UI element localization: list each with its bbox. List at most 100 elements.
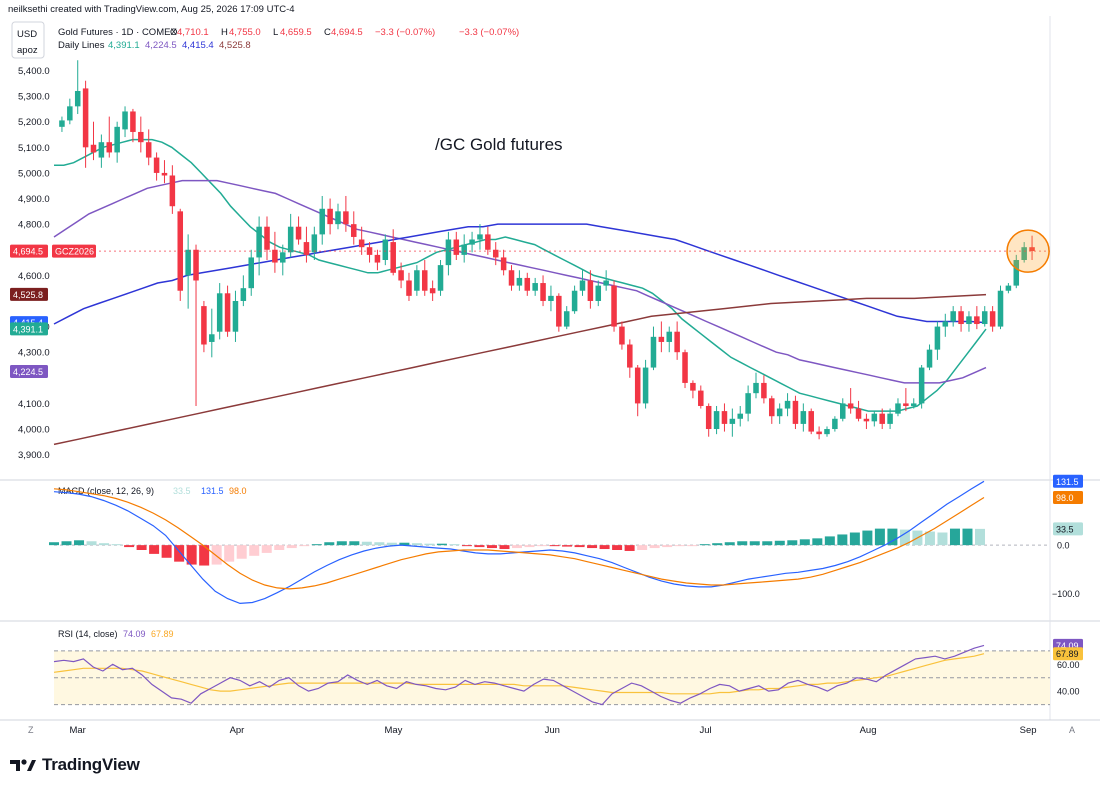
macd-histogram-bar [962, 528, 973, 546]
candle-body [1005, 285, 1012, 291]
candle-body [627, 344, 633, 368]
candle-body [571, 290, 578, 312]
candle-body [942, 321, 949, 327]
candle-body [437, 265, 444, 291]
macd-histogram-bar [812, 538, 823, 546]
x-axis-label: Mar [69, 725, 85, 736]
macd-histogram-bar [862, 530, 873, 546]
candle-body [650, 336, 657, 368]
macd-histogram-bar [724, 542, 735, 546]
legend-l_label: L [273, 27, 278, 38]
macd-histogram-bar [361, 541, 372, 546]
price-tag-last-bg [10, 244, 48, 258]
candle-body [169, 175, 176, 207]
candle-body [216, 293, 223, 332]
candle-body [524, 277, 531, 291]
macd-histogram-bar [749, 541, 760, 546]
candle-body [698, 390, 704, 406]
macd-histogram-bar [762, 541, 773, 546]
candle-body [319, 208, 325, 235]
macd-price-tag-bg [1053, 522, 1083, 536]
candle-body [445, 239, 452, 266]
candle-body [374, 254, 381, 263]
candle-body [847, 403, 854, 409]
candle-body [713, 411, 720, 430]
candle-body [895, 403, 901, 414]
candle-body [832, 418, 838, 430]
rsi-legend-value: 74.09 [123, 629, 146, 639]
timezone-icon: Z [28, 725, 34, 735]
macd-histogram-bar [887, 528, 898, 546]
candle-body [516, 277, 523, 286]
y-tick-label: 5,400.0 [18, 66, 50, 77]
y-tick-label: 5,000.0 [18, 168, 50, 179]
macd-histogram-bar [975, 528, 985, 546]
macd-histogram-bar [161, 545, 172, 558]
candle-body [745, 393, 751, 414]
macd-legend-value: 131.5 [201, 486, 224, 496]
y-tick-label: 4,600.0 [18, 271, 50, 282]
macd-histogram-bar [249, 545, 260, 556]
candle-body [500, 257, 507, 271]
candle-body [90, 144, 97, 153]
candle-body [769, 398, 775, 417]
candle-body [934, 326, 941, 350]
candle-body [390, 242, 396, 273]
candle-body [666, 331, 673, 342]
macd-histogram-bar [236, 545, 247, 559]
legend-line-value: 4,391.1 [108, 40, 140, 51]
macd-histogram-bar [637, 545, 648, 550]
macd-histogram-bar [386, 542, 397, 546]
y-tick-label: 4,300.0 [18, 348, 50, 359]
candle-body [1029, 247, 1035, 252]
candle-body [185, 249, 191, 276]
legend-h: 4,755.0 [229, 27, 261, 38]
rsi-line [53, 644, 985, 706]
candle-body [406, 280, 412, 296]
macd-histogram-bar [687, 545, 698, 547]
y-tick-label: 5,200.0 [18, 117, 50, 128]
macd-histogram-bar [274, 545, 285, 550]
candle-body [989, 311, 996, 327]
macd-histogram-bar [937, 532, 948, 546]
macd-histogram-bar [299, 545, 310, 547]
candle-body [761, 382, 767, 399]
moving-average-line [53, 293, 987, 446]
candle-body [114, 126, 120, 153]
auto-scale-icon: A [1069, 725, 1075, 735]
moving-average-line [53, 223, 987, 325]
candle-body [958, 311, 964, 325]
candle-body [398, 270, 404, 281]
brand-name: TradingView [42, 755, 140, 774]
legend-o_label: O [170, 27, 177, 38]
macd-price-tag: 131.5 [1056, 477, 1079, 487]
x-axis-label: Jul [700, 725, 712, 736]
macd-histogram-bar [461, 545, 472, 547]
candle-body [855, 408, 862, 419]
macd-histogram-bar [199, 545, 210, 566]
macd-histogram-bar [224, 545, 235, 562]
candle-body [256, 226, 262, 258]
macd-price-tag: 98.0 [1056, 493, 1074, 503]
candle-body [642, 367, 649, 404]
legend-line-value: 4,525.8 [219, 40, 251, 51]
macd-legend-value: 98.0 [229, 486, 247, 496]
candle-body [74, 90, 81, 107]
legend-line-value: 4,224.5 [145, 40, 177, 51]
candle-body [280, 252, 286, 263]
tradingview-logo[interactable]: TradingView [10, 754, 140, 776]
candle-body [461, 244, 467, 255]
candle-body [840, 403, 846, 419]
macd-histogram-bar [286, 545, 297, 549]
macd-price-tag: 33.5 [1056, 524, 1074, 534]
candle-body [295, 226, 302, 240]
rsi-price-tag: 74.09 [1056, 641, 1079, 651]
candle-body [264, 226, 270, 250]
price-tag-line: 4,525.8 [13, 290, 43, 300]
price-tag-line-bg [10, 365, 48, 379]
candle-body [729, 418, 736, 424]
macd-histogram-bar [874, 528, 885, 546]
macd-histogram-bar [662, 545, 673, 548]
legend-c_label: C [324, 27, 331, 38]
